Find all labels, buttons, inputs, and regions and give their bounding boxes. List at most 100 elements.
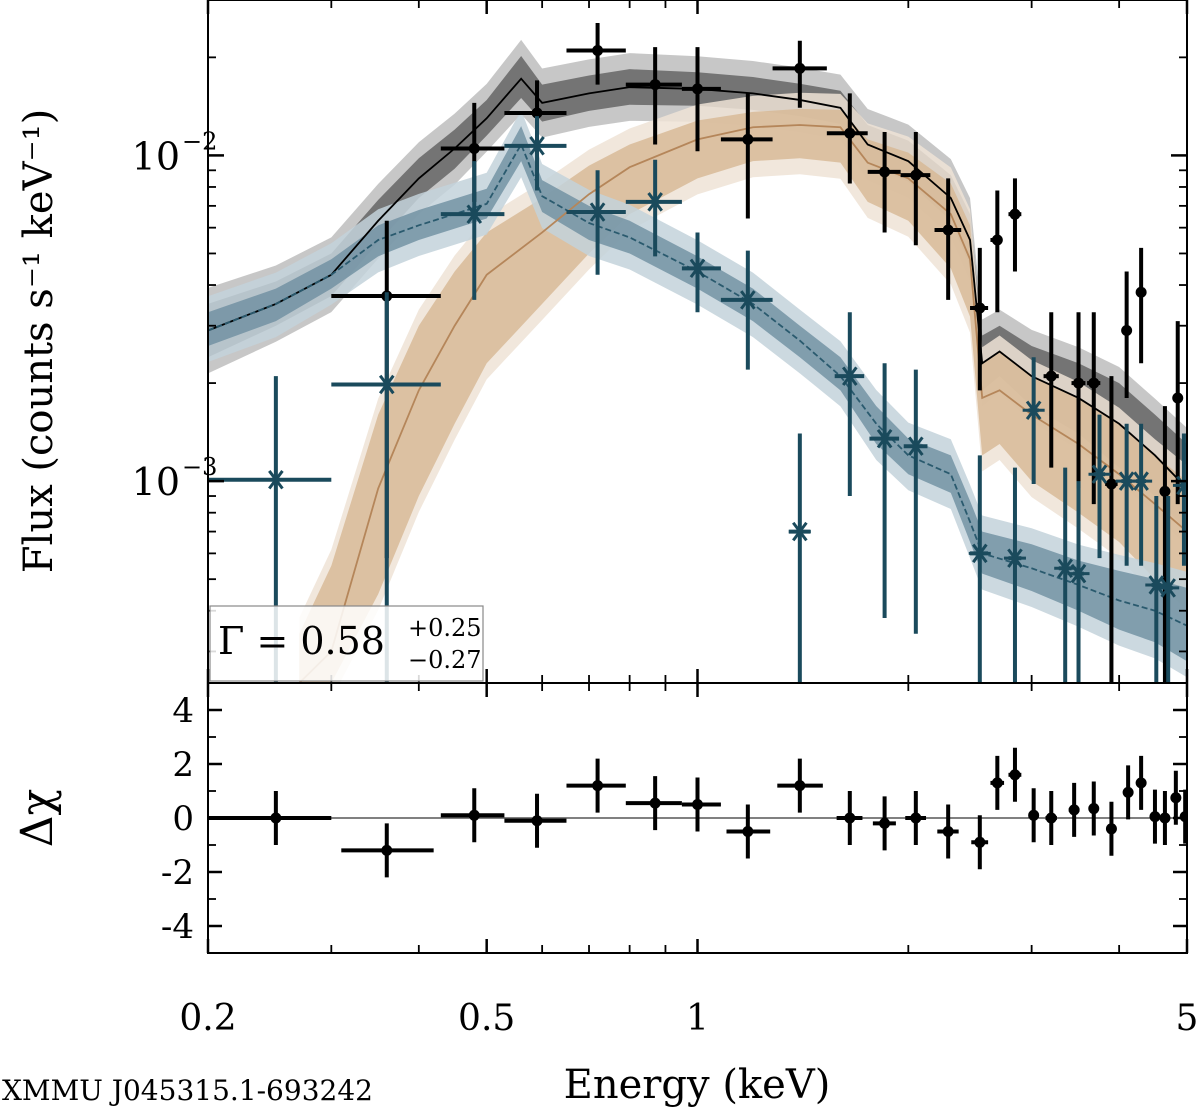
residual-marker (1009, 769, 1021, 781)
source-marker (1135, 286, 1147, 298)
background-marker (1067, 563, 1090, 584)
residual-point (1105, 801, 1117, 856)
source-point (826, 93, 868, 184)
background-marker-stroke (740, 290, 756, 310)
source-point (1172, 321, 1184, 505)
source-model-inner-band (299, 108, 1187, 683)
background-marker-stroke (1057, 558, 1073, 578)
background-model-inner-band (208, 126, 1187, 662)
y-tick-label: 10 (132, 134, 180, 178)
source-marker (1073, 377, 1085, 389)
source-marker (942, 224, 954, 236)
source-marker (1009, 208, 1021, 220)
source-point (1008, 178, 1022, 272)
background-marker-stroke (1176, 478, 1187, 496)
annotation-sub: −0.27 (408, 646, 482, 674)
residual-point (1170, 770, 1182, 825)
residual-point (440, 788, 505, 843)
background-point (1130, 423, 1153, 566)
residual-point (341, 823, 434, 878)
residual-tick-label: -4 (161, 907, 194, 947)
background-marker-stroke (647, 192, 663, 212)
background-marker-stroke (908, 436, 924, 456)
source-marker (649, 79, 661, 91)
source-marker (879, 166, 891, 178)
background-marker-stroke (1070, 563, 1087, 584)
residual-tick-label: 4 (172, 691, 194, 731)
background-marker (1157, 578, 1180, 598)
background-marker (873, 428, 896, 449)
background-marker-stroke (589, 202, 606, 222)
background-marker (644, 192, 667, 212)
source-point (990, 190, 1003, 313)
background-point (968, 455, 991, 683)
background-marker (375, 374, 398, 395)
background-marker (686, 258, 709, 279)
residual-point (872, 796, 896, 851)
x-tick-label: 1 (686, 998, 709, 1039)
residual-point (990, 755, 1005, 810)
background-marker-stroke (1007, 548, 1023, 568)
residual-marker (879, 817, 891, 829)
background-marker-stroke (268, 470, 284, 490)
background-point (1088, 414, 1111, 559)
source-marker (991, 234, 1003, 246)
background-marker-stroke (378, 374, 395, 395)
background-marker (586, 202, 609, 222)
x-tick-label: 0.5 (458, 998, 515, 1039)
source-point (1087, 312, 1101, 505)
source-marker (692, 83, 703, 95)
total-model-line (208, 77, 1187, 490)
residual-marker (974, 836, 986, 848)
residual-marker (1179, 811, 1187, 823)
source-point (720, 93, 773, 219)
source-marker (1088, 377, 1100, 389)
residual-marker (1170, 792, 1182, 804)
svg-text:Γ = 0.58: Γ = 0.58 (218, 619, 385, 663)
background-marker (1145, 575, 1168, 595)
top-y-axis-label: Flux (counts s⁻¹ keV⁻¹) (16, 109, 62, 573)
residual-marker (742, 826, 754, 837)
background-marker-stroke (1091, 464, 1108, 484)
source-point (1159, 406, 1171, 683)
residual-marker (692, 799, 703, 810)
residual-points (208, 747, 1187, 878)
source-marker (1121, 325, 1133, 337)
background-marker (526, 136, 549, 156)
residual-marker (1149, 811, 1161, 823)
residual-marker (1105, 823, 1117, 835)
source-marker (1159, 485, 1171, 497)
background-marker (463, 204, 486, 224)
residual-point (1088, 781, 1100, 836)
background-marker (1022, 400, 1045, 420)
source-marker (1105, 478, 1117, 490)
background-model-line (208, 142, 1187, 627)
source-point (772, 40, 827, 108)
source-marker (910, 169, 922, 181)
x-tick-label: 0.2 (179, 998, 236, 1039)
data-points (208, 22, 1187, 683)
background-marker (1088, 464, 1111, 484)
background-point (903, 369, 928, 634)
source-marker (1172, 392, 1184, 404)
background-point (834, 312, 865, 497)
background-point (788, 433, 811, 683)
x-axis-label: Energy (keV) (564, 1062, 831, 1108)
residual-marker (794, 780, 806, 792)
background-point (1145, 496, 1168, 683)
background-model-outer-band (208, 110, 1187, 678)
background-point (681, 232, 721, 313)
residual-marker (942, 826, 954, 837)
source-point (867, 131, 901, 233)
residual-marker (1028, 809, 1040, 821)
source-point (900, 131, 931, 246)
background-point (1157, 496, 1180, 683)
residual-point (1008, 747, 1022, 802)
residual-tick-label: -2 (161, 853, 194, 893)
residual-tick-label: 0 (172, 799, 194, 839)
source-point (1135, 247, 1147, 364)
residual-point (1135, 755, 1147, 810)
background-marker (1172, 475, 1187, 496)
